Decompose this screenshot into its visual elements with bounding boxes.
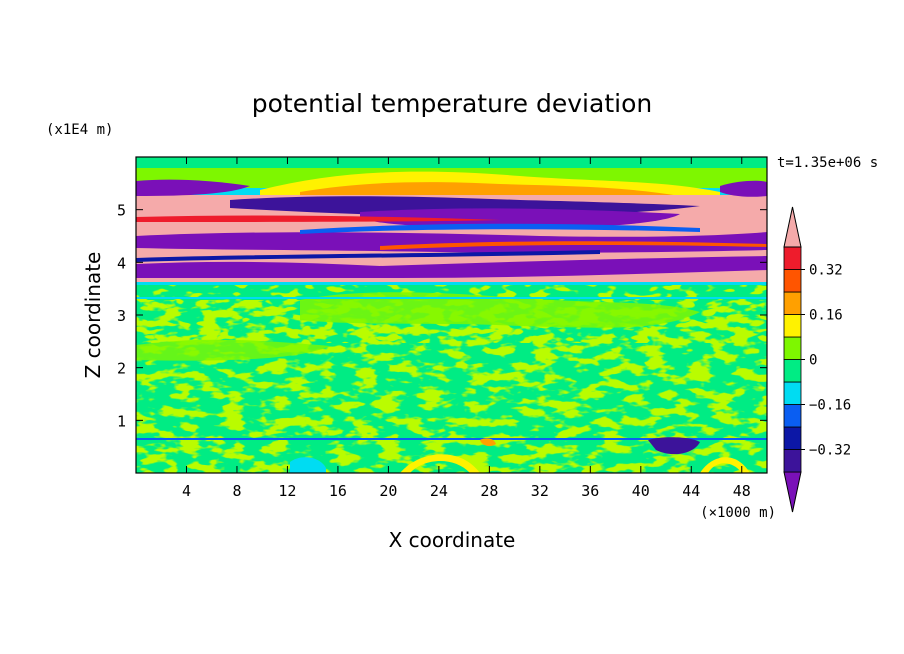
field-purple-layer-top-left — [136, 179, 250, 196]
x-tick-label: 24 — [430, 482, 448, 500]
field-base-orange-spot — [480, 438, 496, 447]
y-tick-label: 2 — [117, 360, 126, 378]
x-tick-label: 36 — [581, 482, 599, 500]
chart-title: potential temperature deviation — [252, 89, 652, 118]
field-red-streak-2 — [380, 241, 767, 250]
y-tick-label: 4 — [117, 254, 126, 272]
colorbar-segment — [783, 336, 802, 360]
field-purple-layer-4 — [136, 232, 767, 253]
colorbar-segment — [783, 449, 802, 473]
field-base-purple-blob — [648, 437, 700, 455]
field-green-patch-upper — [300, 292, 700, 328]
x-axis-label: X coordinate — [389, 528, 516, 552]
x-tick-label: 12 — [278, 482, 296, 500]
y-tick-label: 3 — [117, 307, 126, 325]
x-tick-label: 28 — [480, 482, 498, 500]
colorbar-segment — [783, 404, 802, 428]
field-purple-layer-top-right — [720, 180, 767, 197]
x-axis: 4 8 12 16 20 24 28 32 36 40 44 48 — [182, 157, 751, 500]
field-green-patch-mid — [136, 339, 330, 361]
colorbar-segment — [783, 314, 802, 338]
colorbar-segment — [783, 246, 802, 270]
contour-field — [136, 157, 767, 473]
x-tick-label: 40 — [632, 482, 650, 500]
x-axis-unit: (×1000 m) — [700, 505, 776, 521]
colorbar-segment — [783, 426, 802, 450]
x-tick-label: 32 — [531, 482, 549, 500]
colorbar-extend-high — [783, 206, 802, 248]
y-axis-unit: (x1E4 m) — [46, 122, 113, 138]
colorbar-segment — [783, 291, 802, 315]
x-tick-label: 44 — [682, 482, 700, 500]
x-tick-label: 48 — [733, 482, 751, 500]
field-base-yellow-arc-2 — [700, 457, 750, 473]
x-tick-label: 20 — [379, 482, 397, 500]
field-blue-streak-2 — [136, 250, 600, 262]
y-tick-label: 5 — [117, 202, 126, 220]
y-axis: 1 2 3 4 5 — [117, 202, 767, 430]
colorbar-segment — [783, 269, 802, 293]
time-label: t=1.35e+06 s — [777, 155, 878, 171]
colorbar-label: 0.16 — [809, 308, 843, 324]
colorbar-segment — [783, 381, 802, 405]
x-tick-label: 16 — [329, 482, 347, 500]
colorbar-label: −0.32 — [809, 443, 851, 459]
colorbar-label: −0.16 — [809, 398, 851, 414]
field-purple-layer-5 — [136, 256, 767, 278]
field-red-streak-1 — [136, 215, 500, 222]
field-purple-layer-3 — [360, 208, 680, 229]
colorbar-label: 0.32 — [809, 263, 843, 279]
colorbar-extend-low — [783, 471, 802, 513]
colorbar-label: 0 — [809, 353, 817, 369]
y-axis-label: Z coordinate — [81, 252, 105, 379]
field-base-cyan-blob — [290, 457, 326, 473]
x-tick-label: 4 — [182, 482, 191, 500]
x-tick-label: 8 — [232, 482, 241, 500]
y-tick-label: 1 — [117, 412, 126, 430]
colorbar: 0.32 0.16 0 −0.16 −0.32 — [783, 206, 851, 513]
field-blue-streak-1 — [300, 223, 700, 234]
field-base-yellow-arc-1 — [400, 454, 480, 473]
colorbar-segment — [783, 359, 802, 383]
